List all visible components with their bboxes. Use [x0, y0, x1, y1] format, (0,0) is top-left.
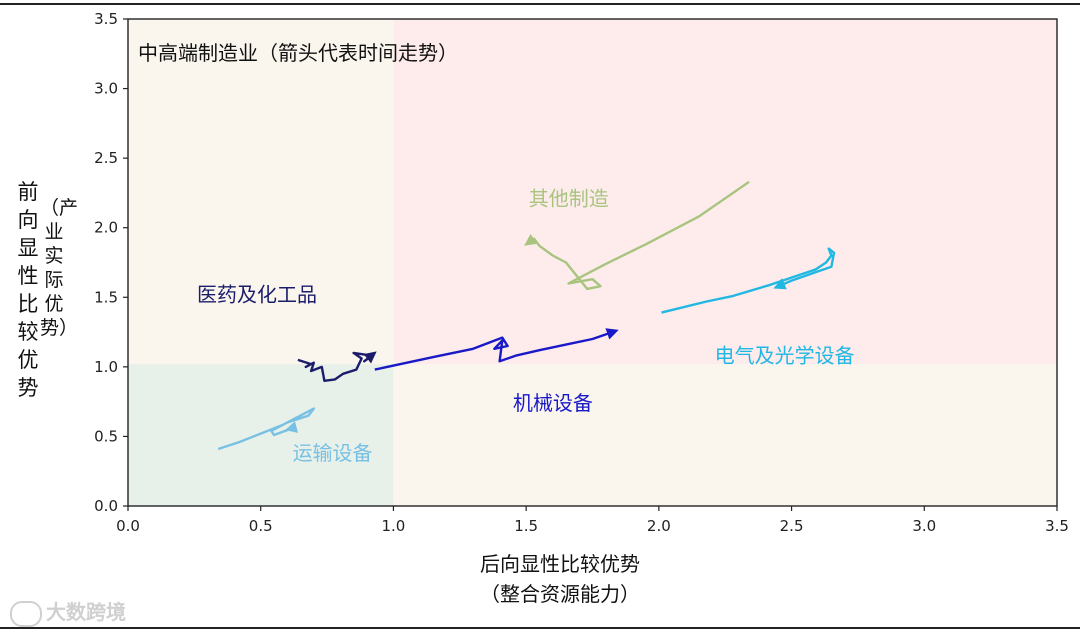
series-layer — [217, 180, 836, 451]
y-tick-label-4: 2.0 — [94, 219, 118, 237]
y-tick-label-5: 2.5 — [94, 149, 118, 167]
series-label-4: 运输设备 — [293, 441, 373, 465]
chart-title: 中高端制造业（箭头代表时间走势） — [138, 41, 458, 65]
series-line-1 — [374, 328, 619, 371]
x-tick-label-6: 3.0 — [912, 517, 936, 535]
x-tick-label-1: 0.5 — [249, 517, 273, 535]
region-0 — [128, 364, 394, 506]
plot-frame — [127, 18, 1058, 507]
x-tick-label-7: 3.5 — [1045, 517, 1069, 535]
x-tick-label-4: 2.0 — [647, 517, 671, 535]
watermark-logo-icon — [10, 600, 42, 627]
bottom-frame-line — [0, 627, 1080, 629]
series-label-1: 机械设备 — [513, 391, 593, 415]
x-tick-label-0: 0.0 — [116, 517, 140, 535]
series-label-3: 电气及光学设备 — [715, 344, 855, 368]
series-line-3 — [661, 247, 836, 314]
y-tick-label-0: 0.0 — [94, 497, 118, 515]
watermark: 大数跨境 — [10, 596, 126, 627]
y-tick-label-3: 1.5 — [94, 288, 118, 306]
y-tick-label-1: 0.5 — [94, 427, 118, 445]
top-frame-line — [0, 3, 1080, 5]
watermark-text: 大数跨境 — [46, 600, 126, 624]
series-label-0: 医药及化工品 — [197, 282, 317, 306]
y-axis-sublabel: （产业实际优势） — [40, 197, 79, 339]
x-axis-label: 后向显性比较优势 — [480, 552, 640, 576]
y-axis-label: 前向显性比较优势 — [17, 180, 39, 400]
series-line-0 — [297, 351, 377, 382]
region-3 — [393, 364, 1057, 506]
x-tick-label-2: 1.0 — [381, 517, 405, 535]
y-tick-label-6: 3.0 — [94, 80, 118, 98]
y-tick-label-7: 3.5 — [94, 10, 118, 28]
region-2 — [393, 19, 1057, 365]
y-tick-label-2: 1.0 — [94, 358, 118, 376]
series-line-2 — [524, 180, 750, 291]
x-tick-label-5: 2.5 — [780, 517, 804, 535]
axes: 0.0 0.5 1.0 1.5 2.0 2.5 3.0 3.5 0.0 0.5 1.0 1.5 2.0 2… — [94, 10, 1069, 535]
series-label-2: 其他制造 — [529, 186, 609, 210]
x-tick-label-3: 1.5 — [514, 517, 538, 535]
region-1 — [128, 19, 394, 365]
series-line-4 — [217, 407, 315, 451]
background-regions — [128, 19, 1057, 506]
x-axis-sublabel: （整合资源能力） — [480, 582, 640, 606]
